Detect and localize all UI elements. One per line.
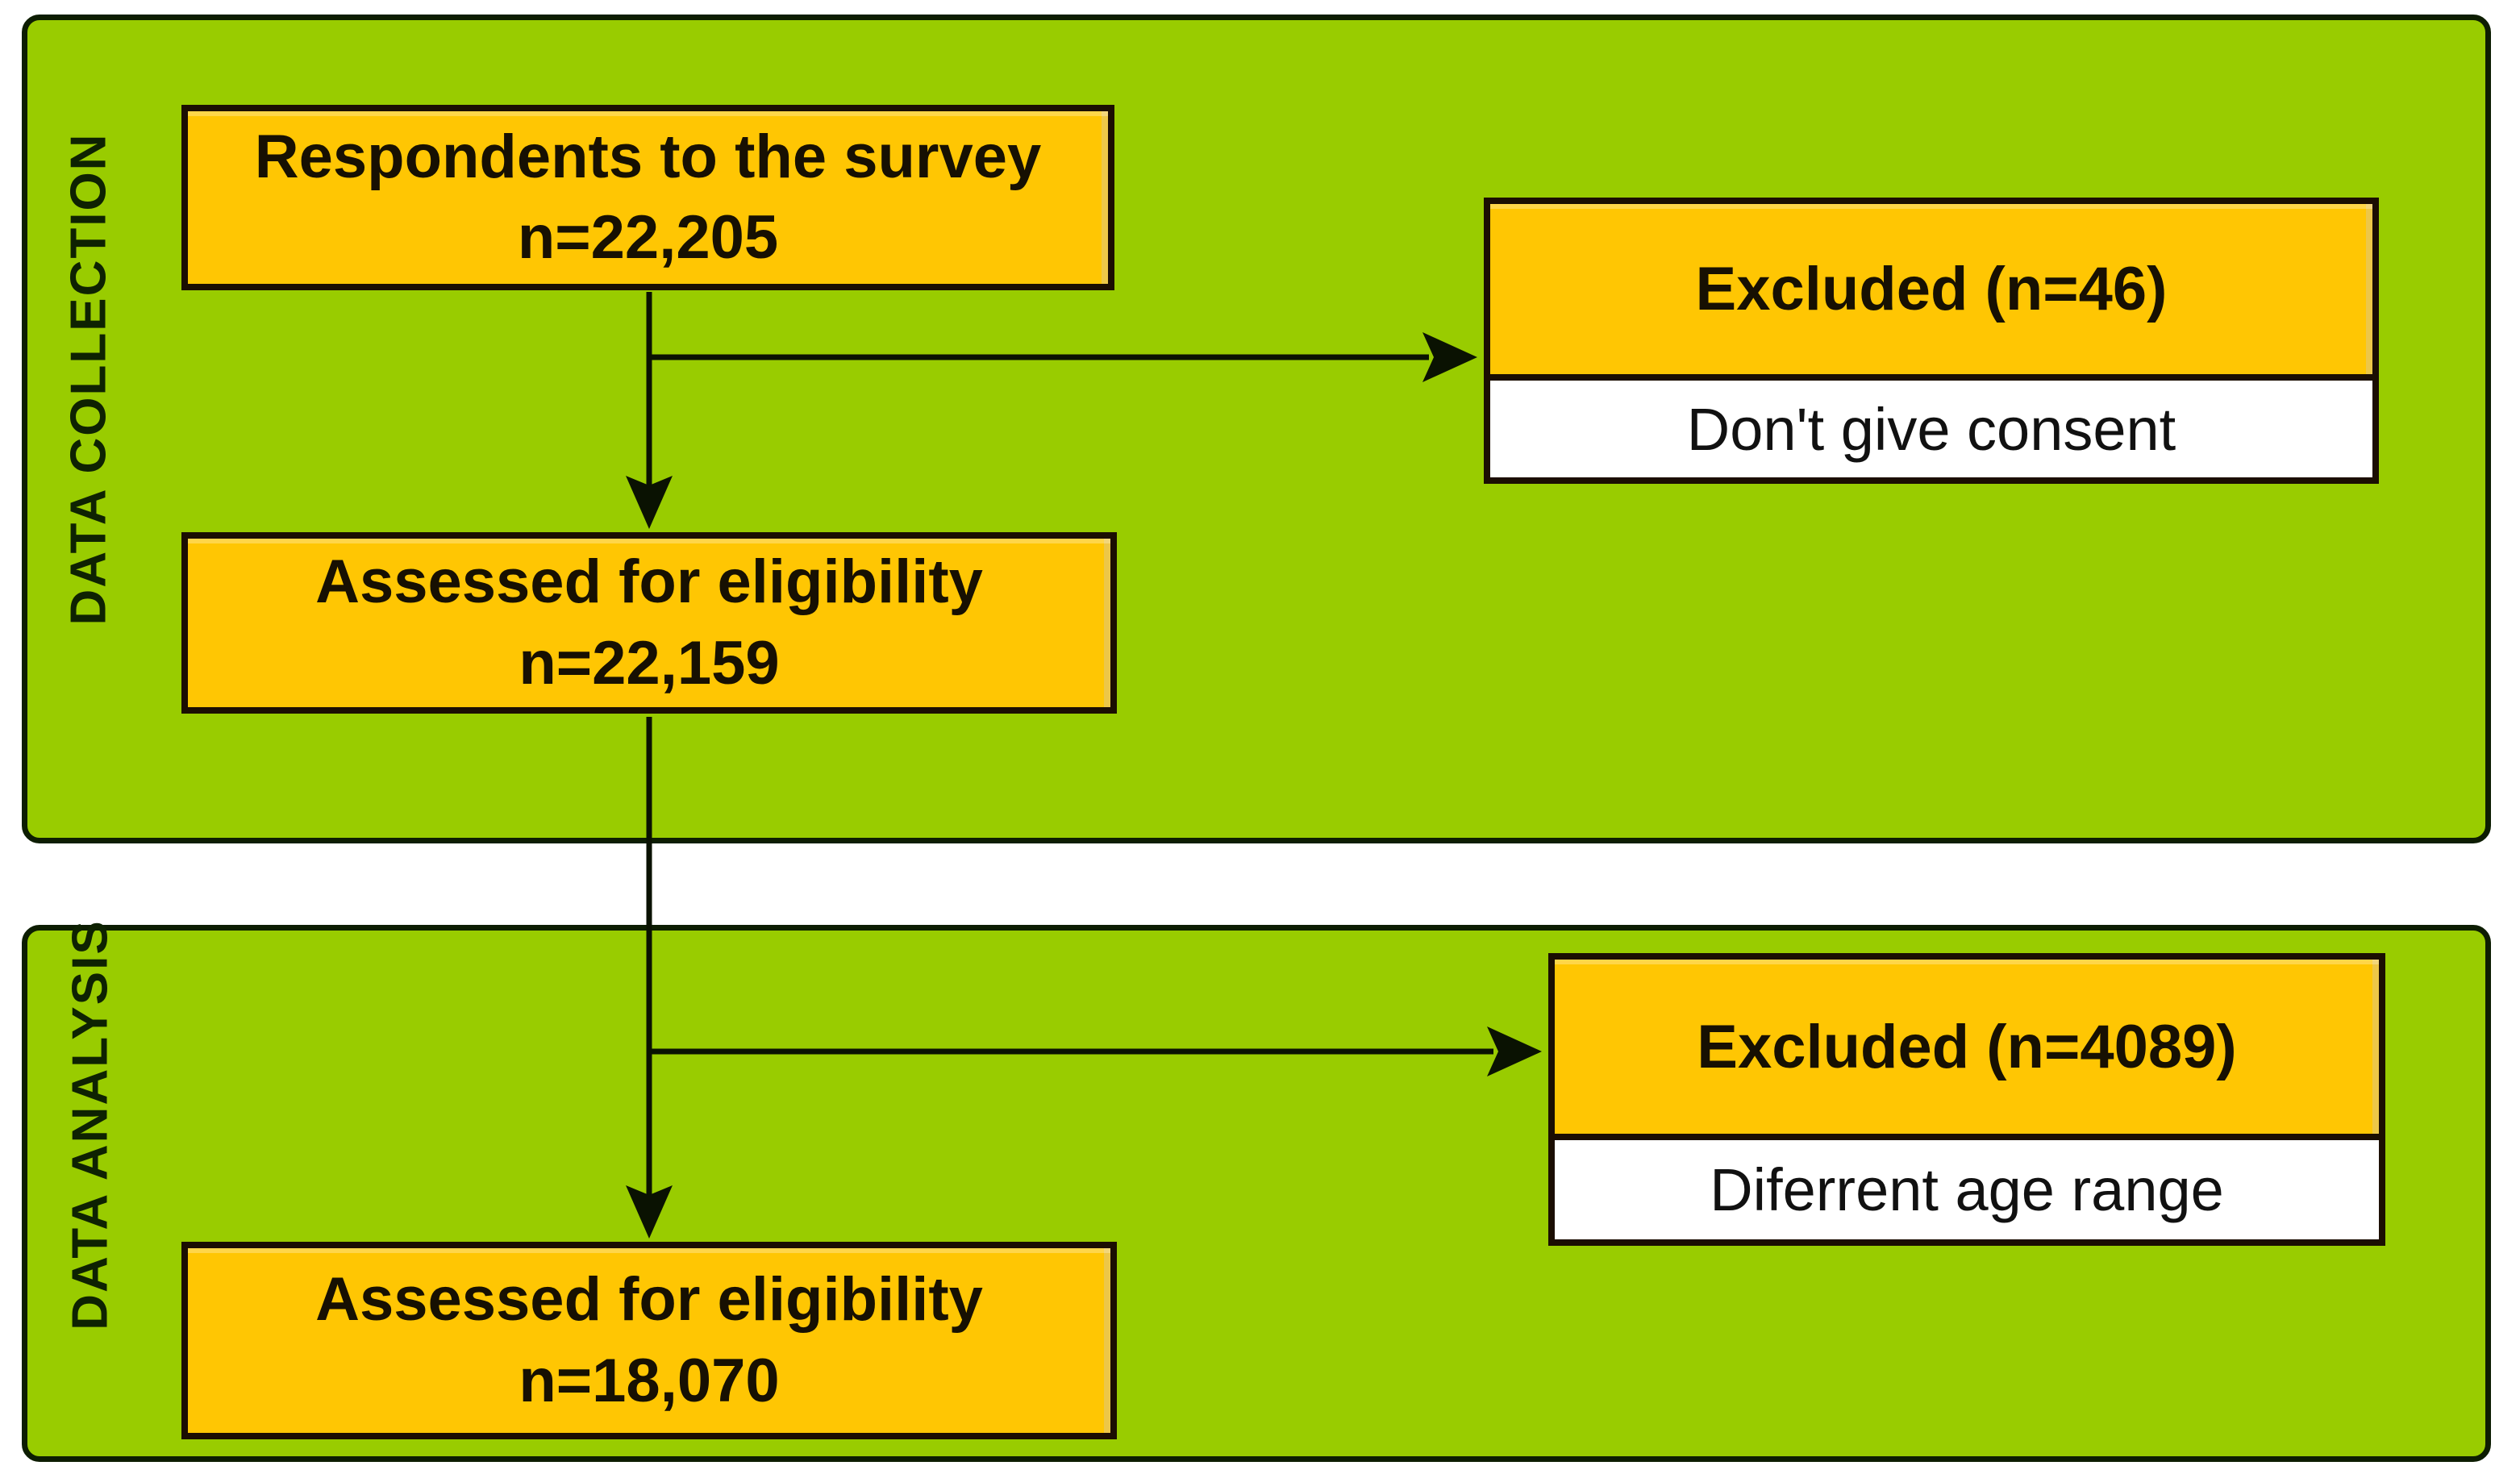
node-excluded-consent: Excluded (n=46) Don't give consent [1484,198,2379,484]
node-respondents-title: Respondents to the survey [254,122,1042,191]
node-excluded-consent-reason: Don't give consent [1490,381,2372,477]
section-label-data-collection: DATA COLLECTION [60,132,117,626]
node-assessed1-count: n=22,159 [519,628,780,697]
node-respondents-count: n=22,205 [517,203,779,272]
node-excluded-age-title: Excluded (n=4089) [1555,960,2379,1140]
node-assessed-eligibility-1: Assessed for eligibility n=22,159 [181,532,1117,714]
node-assessed-eligibility-2: Assessed for eligibility n=18,070 [181,1242,1117,1439]
node-excluded-consent-title: Excluded (n=46) [1490,204,2372,381]
section-label-data-analysis: DATA ANALYSIS [62,919,119,1330]
node-excluded-age: Excluded (n=4089) Diferrent age range [1548,953,2385,1246]
node-assessed1-title: Assessed for eligibility [315,548,983,617]
node-assessed2-title: Assessed for eligibility [315,1265,983,1335]
node-respondents: Respondents to the survey n=22,205 [181,105,1114,290]
node-excluded-age-reason: Diferrent age range [1555,1140,2379,1239]
node-assessed2-count: n=18,070 [519,1346,780,1415]
